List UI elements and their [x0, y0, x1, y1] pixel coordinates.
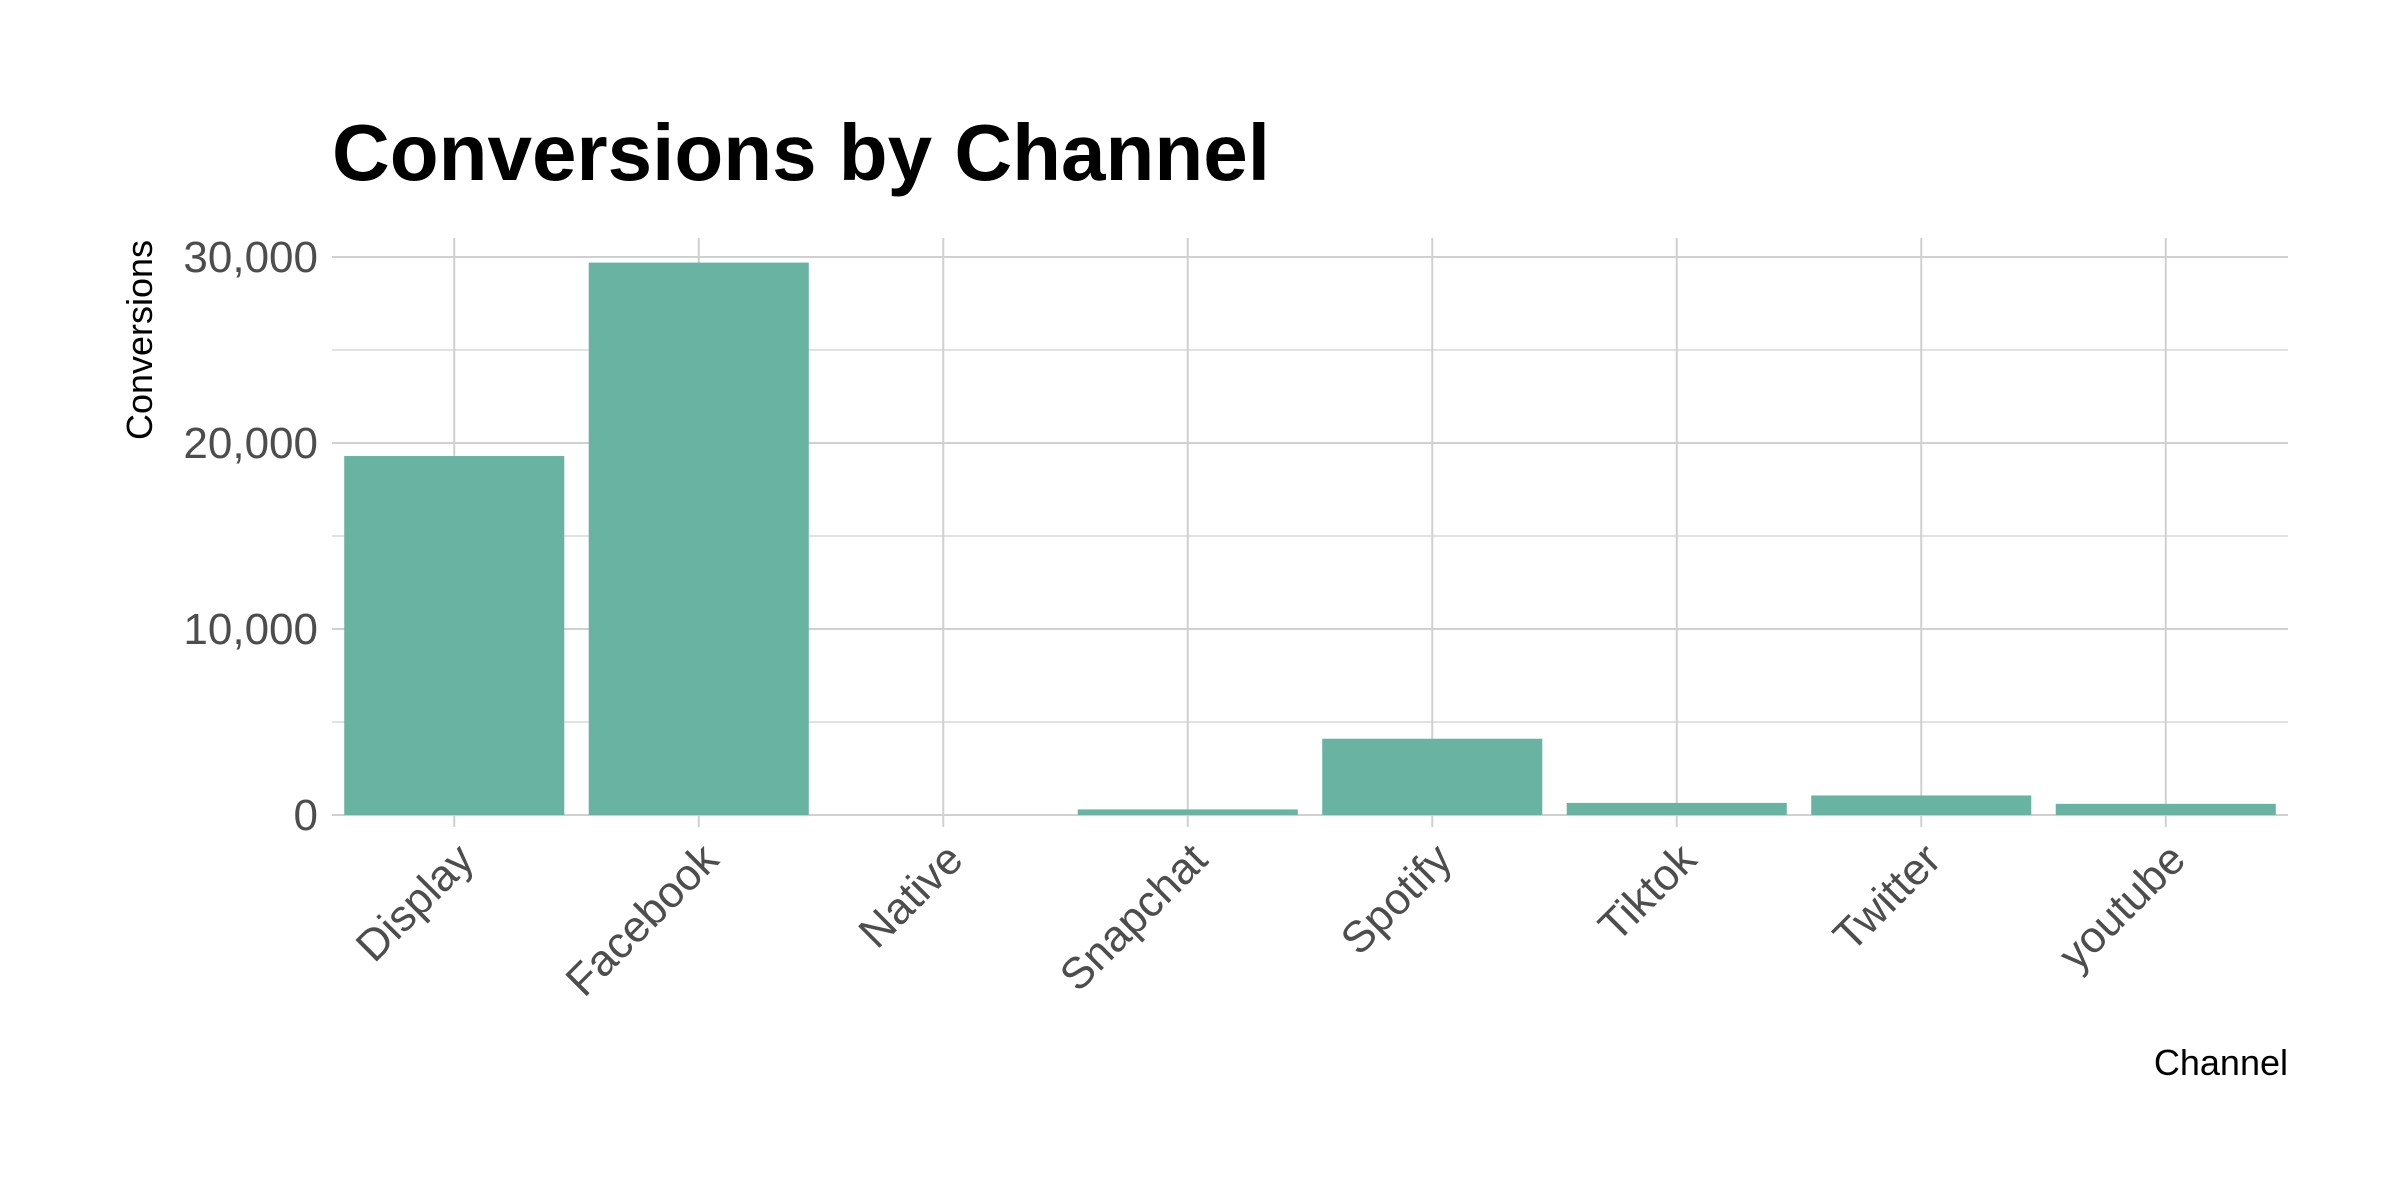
y-tick-label: 10,000	[183, 605, 318, 654]
x-tick-label: Display	[347, 834, 484, 971]
y-tick-label: 20,000	[183, 419, 318, 468]
x-tick-label: Twitter	[1824, 834, 1950, 960]
bar-display	[344, 456, 565, 815]
y-axis-title: Conversions	[119, 240, 160, 440]
bar-youtube	[2055, 803, 2276, 815]
bar-twitter	[1811, 795, 2032, 815]
bar-snapchat	[1077, 809, 1298, 815]
x-tick-label: Facebook	[557, 834, 729, 1006]
chart-title: Conversions by Channel	[332, 108, 1270, 197]
y-axis-ticks: 0 10,000 20,000 30,000	[183, 233, 318, 840]
bar-facebook	[588, 262, 809, 816]
x-axis-ticks: Display Facebook Native Snapchat Spotify Tikt…	[347, 834, 2195, 1006]
x-tick-label: youtube	[2049, 834, 2194, 979]
x-tick-label: Snapchat	[1051, 834, 1217, 1000]
bars	[344, 262, 2276, 816]
bar-spotify	[1322, 738, 1543, 815]
y-tick-label: 30,000	[183, 233, 318, 282]
x-tick-label: Tiktok	[1589, 834, 1706, 951]
x-tick-label: Native	[849, 834, 972, 957]
bar-tiktok	[1566, 802, 1787, 815]
x-tick-label: Spotify	[1332, 834, 1462, 964]
y-tick-label: 0	[294, 791, 318, 840]
x-axis-title: Channel	[2154, 1042, 2288, 1083]
